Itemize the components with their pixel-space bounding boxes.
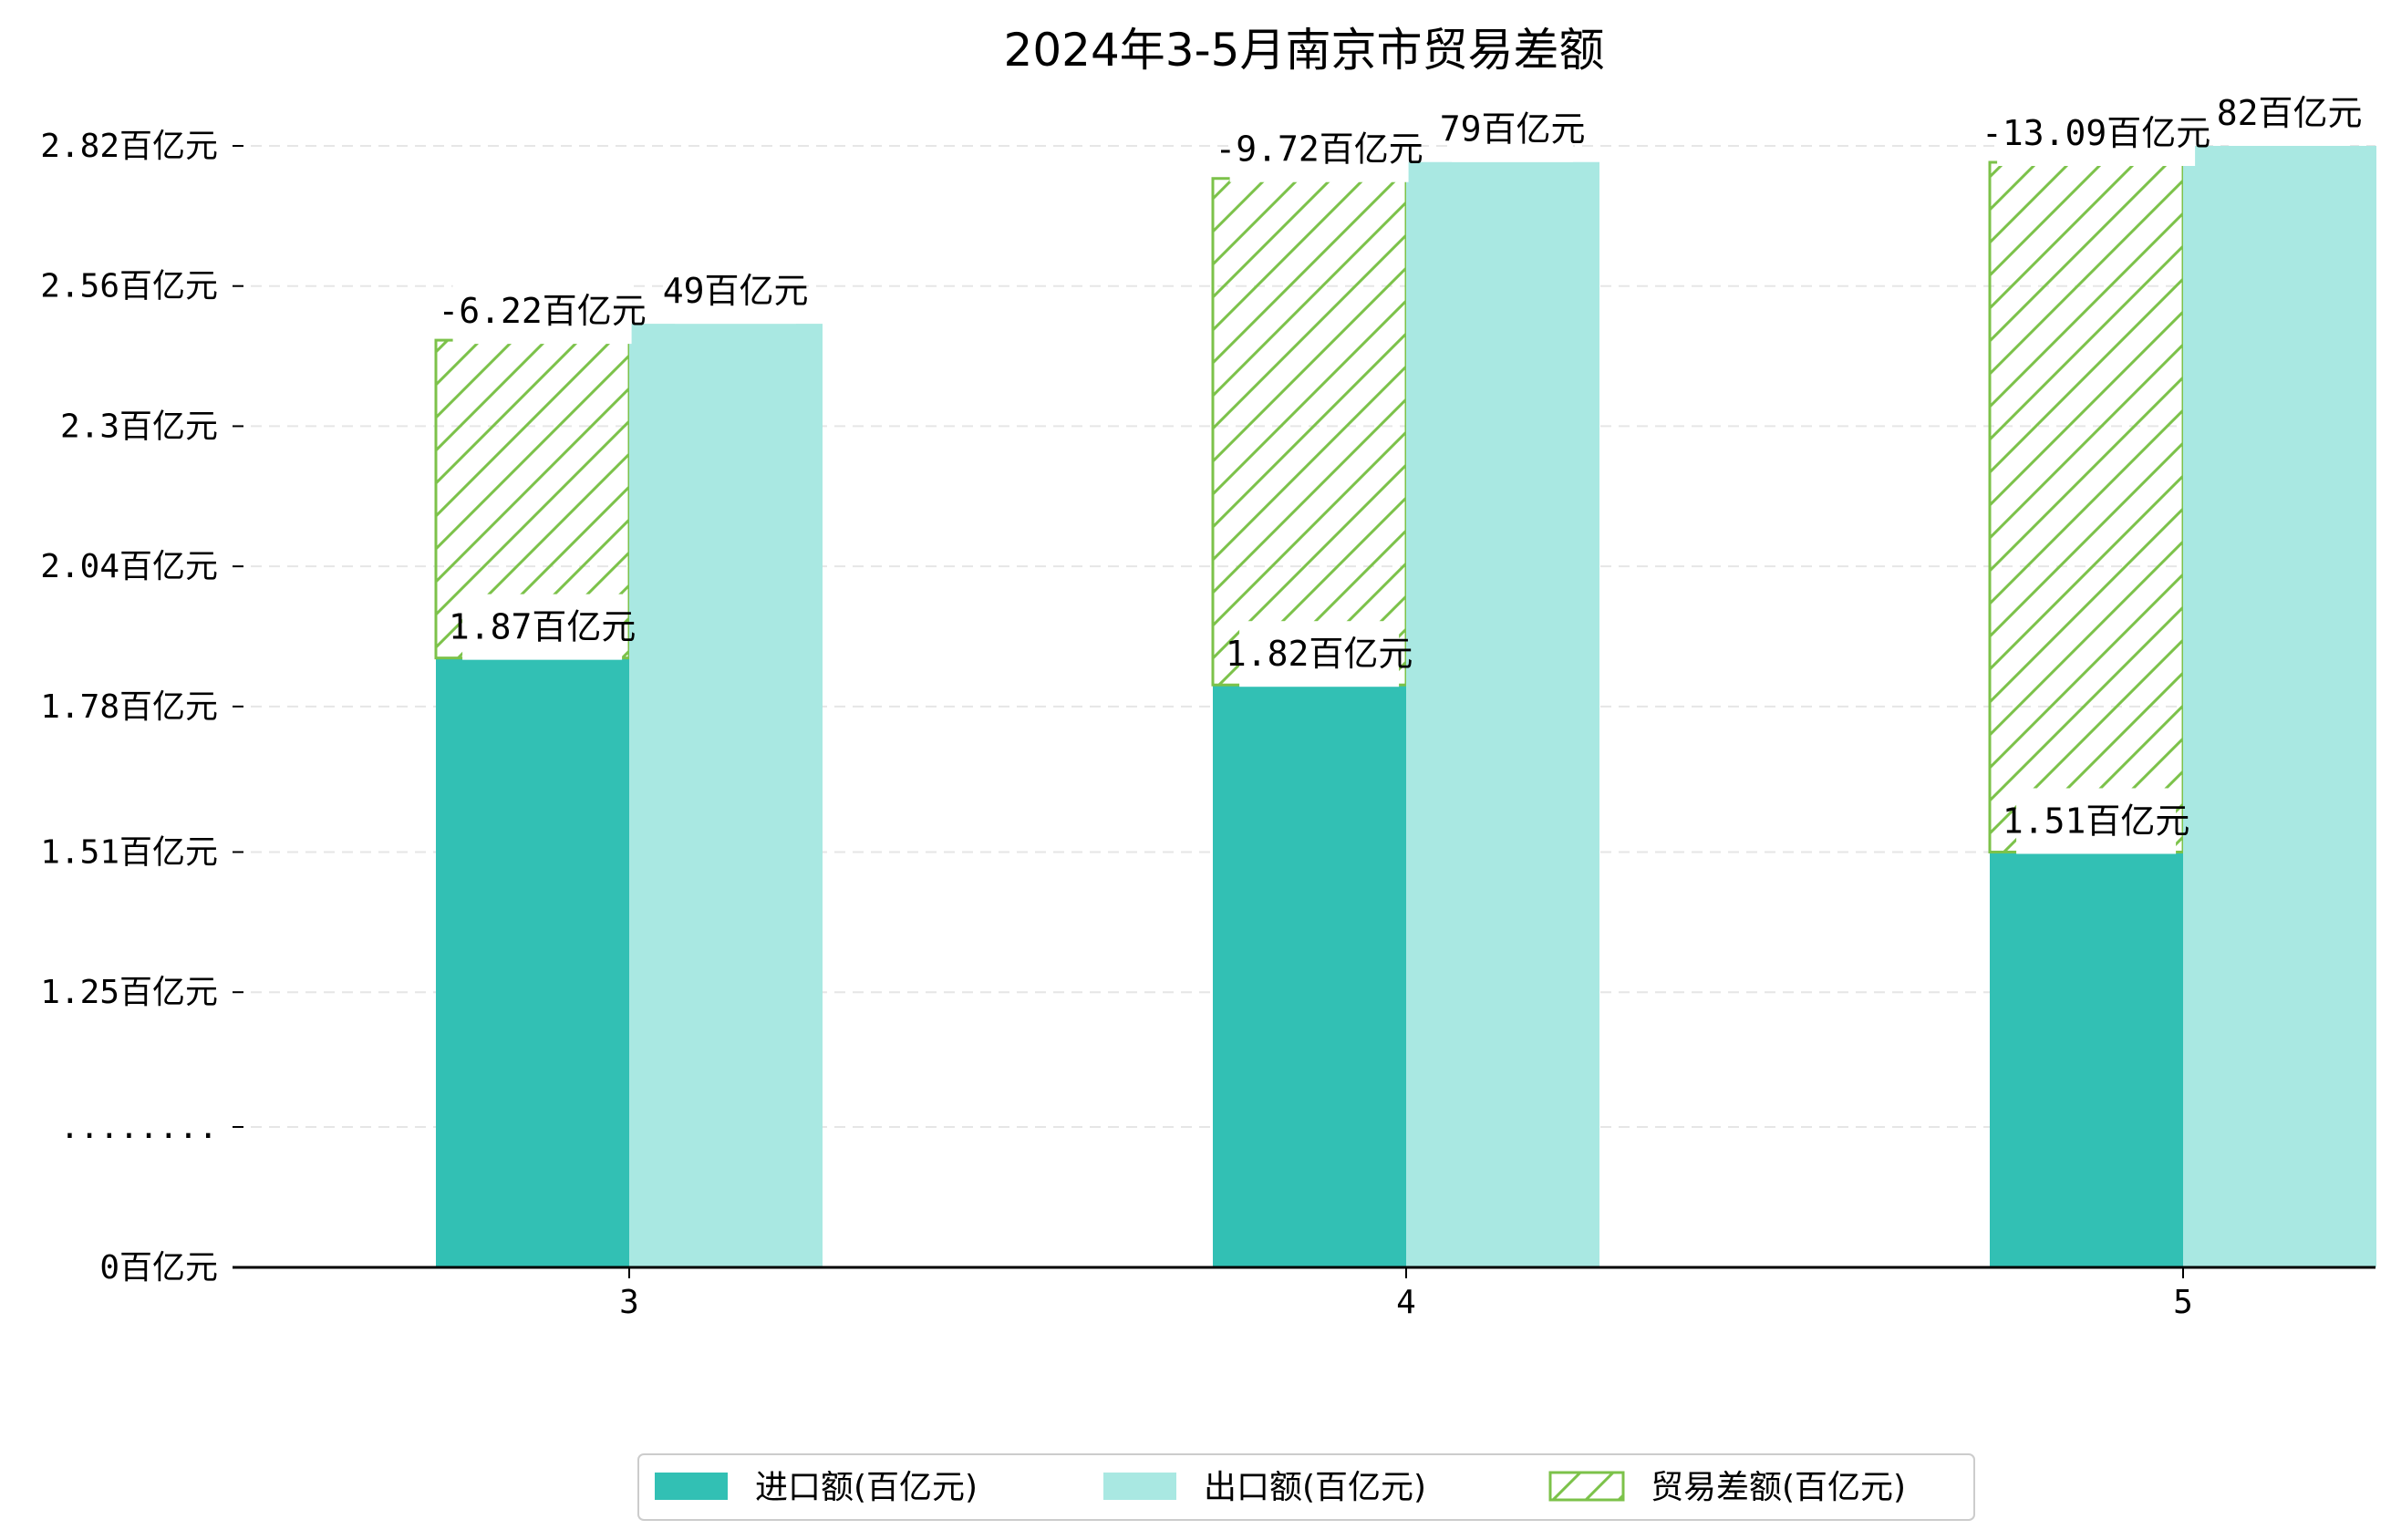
y-tick-label: 2.04百亿元 bbox=[40, 548, 218, 585]
legend-label: 进口额(百亿元) bbox=[755, 1469, 978, 1506]
import-bar bbox=[1213, 685, 1406, 1267]
balance-label-bg bbox=[1229, 116, 1409, 182]
y-tick-label: 2.56百亿元 bbox=[40, 268, 218, 305]
import-label: 1.51百亿元 bbox=[2003, 801, 2190, 841]
data-labels-layer: 1.87百亿元 -6.22百亿元 49百亿元 1.82百亿元 -9.72百亿元 79百亿元… bbox=[438, 80, 2363, 854]
import-bar bbox=[1990, 852, 2183, 1267]
legend-swatch bbox=[1548, 1471, 1625, 1502]
legend-swatch bbox=[655, 1473, 728, 1500]
legend-swatch bbox=[1103, 1473, 1176, 1500]
balance-label-bg bbox=[1997, 100, 2196, 166]
y-tick-label: 1.78百亿元 bbox=[40, 688, 218, 726]
legend: 进口额(百亿元) 出口额(百亿元) 贸易差额(百亿元) bbox=[637, 1453, 1975, 1521]
export-label: 82百亿元 bbox=[2217, 93, 2363, 133]
y-tick-label: 1.51百亿元 bbox=[40, 833, 218, 871]
balance-label-bg bbox=[452, 278, 632, 345]
import-label-bg bbox=[462, 594, 623, 660]
x-tick-label: 4 bbox=[1396, 1284, 1416, 1321]
legend-label: 出口额(百亿元) bbox=[1204, 1469, 1426, 1506]
x-tick-label: 3 bbox=[619, 1284, 639, 1321]
y-tick-label: 2.82百亿元 bbox=[40, 128, 218, 165]
balance-bar bbox=[1211, 177, 1408, 687]
legend-label: 贸易差额(百亿元) bbox=[1651, 1469, 1906, 1506]
balance-label: -13.09百亿元 bbox=[1982, 113, 2210, 153]
import-bar bbox=[436, 657, 629, 1267]
balance-bar bbox=[1988, 160, 2185, 853]
import-label: 1.82百亿元 bbox=[1226, 634, 1413, 674]
export-label: 49百亿元 bbox=[663, 271, 809, 311]
export-bar bbox=[2183, 146, 2376, 1267]
export-bar bbox=[1406, 161, 1599, 1267]
export-bar bbox=[629, 324, 823, 1268]
y-tick-label: 1.25百亿元 bbox=[40, 974, 218, 1011]
y-tick-label: 0百亿元 bbox=[99, 1249, 218, 1287]
import-label-bg bbox=[1239, 621, 1400, 687]
balance-label: -9.72百亿元 bbox=[1215, 129, 1423, 170]
export-label-bg bbox=[1452, 96, 1574, 162]
chart-title: 2024年3-5月南京市贸易差额 bbox=[1004, 24, 1605, 77]
import-label: 1.87百亿元 bbox=[449, 607, 637, 647]
x-tick-label: 5 bbox=[2173, 1284, 2193, 1321]
balance-label: -6.22百亿元 bbox=[438, 291, 646, 331]
export-label-bg bbox=[2229, 80, 2351, 146]
axes-layer: 0百亿元........ 1.25百亿元 1.51百亿元 1.78百亿元 2.04百亿元… bbox=[40, 128, 2375, 1321]
import-label-bg bbox=[2016, 788, 2177, 854]
y-tick-label: 2.3百亿元 bbox=[60, 408, 218, 445]
export-label-bg bbox=[675, 258, 797, 325]
export-label: 79百亿元 bbox=[1440, 109, 1586, 150]
y-tick-label: ........ bbox=[60, 1109, 218, 1146]
legend-box bbox=[637, 1453, 1975, 1521]
